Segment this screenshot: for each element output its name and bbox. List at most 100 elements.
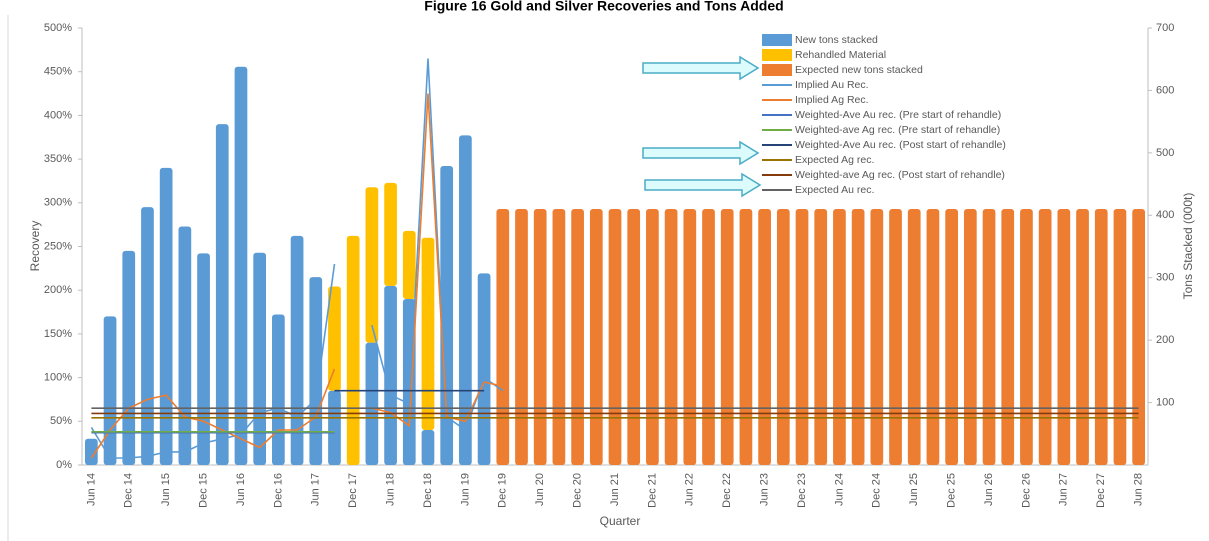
legend-swatch bbox=[762, 34, 792, 46]
bar bbox=[234, 66, 248, 465]
x-tick-label: Jun 22 bbox=[684, 473, 696, 506]
x-tick-label: Jun 21 bbox=[609, 473, 621, 506]
bar bbox=[402, 230, 416, 299]
bar bbox=[702, 209, 715, 465]
bar bbox=[926, 209, 940, 465]
bar bbox=[571, 209, 584, 465]
legend-swatch bbox=[762, 64, 792, 76]
legend-label: Rehandled Material bbox=[795, 49, 886, 61]
legend-label: Weighted-Ave Au rec. (Pre start of rehan… bbox=[795, 109, 1001, 121]
x-tick-label: Dec 18 bbox=[422, 473, 434, 508]
bar bbox=[776, 209, 790, 465]
x-tick-label: Dec 25 bbox=[946, 473, 958, 508]
legend-swatch bbox=[762, 49, 792, 61]
x-tick-label: Dec 21 bbox=[646, 473, 658, 508]
bar bbox=[328, 390, 341, 465]
x-tick-label: Jun 16 bbox=[235, 473, 247, 506]
bar bbox=[197, 253, 210, 465]
y2-tick-label: 600 bbox=[1156, 84, 1174, 96]
x-tick-label: Jun 23 bbox=[759, 473, 771, 506]
line bbox=[90, 58, 504, 459]
bar bbox=[889, 209, 902, 465]
y-tick-label: 300% bbox=[44, 197, 72, 209]
bar bbox=[720, 209, 734, 465]
y2-tick-label: 500 bbox=[1156, 147, 1174, 159]
x-tick-label: Jun 14 bbox=[85, 473, 97, 506]
y-tick-label: 50% bbox=[50, 415, 72, 427]
bar bbox=[477, 273, 491, 465]
bar bbox=[421, 237, 435, 431]
bar bbox=[159, 167, 173, 465]
y-tick-label: 400% bbox=[44, 109, 72, 121]
bar bbox=[814, 209, 828, 465]
legend-label: Weighted-ave Ag rec. (Pre start of rehan… bbox=[795, 124, 1000, 136]
bar bbox=[496, 209, 510, 465]
x-tick-label: Dec 16 bbox=[272, 473, 284, 508]
x-tick-label: Dec 27 bbox=[1095, 473, 1107, 508]
bar bbox=[552, 209, 566, 465]
x-tick-label: Dec 24 bbox=[871, 473, 883, 508]
bar bbox=[1094, 209, 1108, 465]
bar bbox=[1020, 209, 1033, 465]
x-tick-label: Dec 20 bbox=[572, 473, 584, 508]
y2-tick-label: 700 bbox=[1156, 22, 1174, 34]
y-tick-label: 250% bbox=[44, 240, 72, 252]
y2-tick-label: 100 bbox=[1156, 396, 1174, 408]
bar bbox=[215, 124, 229, 465]
arrow bbox=[642, 55, 760, 81]
bar bbox=[1113, 209, 1127, 465]
y-axis-title: Recovery bbox=[28, 221, 42, 272]
legend-label: Implied Ag Rec. bbox=[795, 94, 869, 106]
x-tick-label: Jun 17 bbox=[310, 473, 322, 506]
bar bbox=[982, 209, 996, 465]
x-tick-label: Jun 25 bbox=[908, 473, 920, 506]
y-tick-label: 500% bbox=[44, 22, 72, 34]
y2-tick-label: 200 bbox=[1156, 334, 1174, 346]
y-tick-label: 450% bbox=[44, 66, 72, 78]
legend-label: Expected Au rec. bbox=[795, 184, 874, 196]
bar bbox=[589, 209, 603, 465]
bar bbox=[346, 235, 360, 465]
x-tick-label: Jun 24 bbox=[833, 473, 845, 506]
bar bbox=[758, 209, 771, 465]
x-tick-label: Jun 18 bbox=[384, 473, 396, 506]
arrow bbox=[644, 172, 762, 198]
legend-label: Weighted-ave Ag rec. (Post start of reha… bbox=[795, 169, 1005, 181]
bar bbox=[365, 342, 379, 465]
bar bbox=[533, 209, 547, 465]
bar bbox=[1001, 209, 1015, 465]
x-tick-label: Jun 19 bbox=[459, 473, 471, 506]
x-tick-label: Dec 19 bbox=[497, 473, 509, 508]
y-tick-label: 200% bbox=[44, 284, 72, 296]
x-tick-label: Jun 28 bbox=[1133, 473, 1145, 506]
legend-label: Expected Ag rec. bbox=[795, 154, 874, 166]
bar bbox=[907, 209, 921, 465]
bar bbox=[84, 438, 98, 465]
bar bbox=[365, 187, 379, 343]
bar bbox=[103, 316, 117, 465]
x-tick-label: Jun 20 bbox=[534, 473, 546, 506]
legend-label: Weighted-Ave Au rec. (Post start of reha… bbox=[795, 139, 1006, 151]
bar bbox=[851, 209, 865, 465]
x-tick-label: Dec 15 bbox=[197, 473, 209, 508]
legend-label: New tons stacked bbox=[795, 34, 878, 46]
bar bbox=[608, 209, 622, 465]
x-tick-label: Dec 23 bbox=[796, 473, 808, 508]
bar bbox=[515, 209, 528, 465]
bar bbox=[459, 135, 472, 465]
bar bbox=[1038, 209, 1052, 465]
y-tick-label: 100% bbox=[44, 372, 72, 384]
x-tick-label: Jun 15 bbox=[160, 473, 172, 506]
bar bbox=[833, 209, 846, 465]
bar bbox=[1057, 209, 1071, 465]
bar bbox=[963, 209, 977, 465]
bar bbox=[384, 182, 397, 286]
legend-label: Implied Au Rec. bbox=[795, 79, 869, 91]
bar bbox=[683, 209, 697, 465]
x-axis-title: Quarter bbox=[600, 514, 641, 528]
x-tick-label: Dec 14 bbox=[123, 473, 135, 508]
y2-tick-label: 400 bbox=[1156, 209, 1174, 221]
x-tick-label: Dec 26 bbox=[1020, 473, 1032, 508]
arrows bbox=[642, 55, 762, 198]
